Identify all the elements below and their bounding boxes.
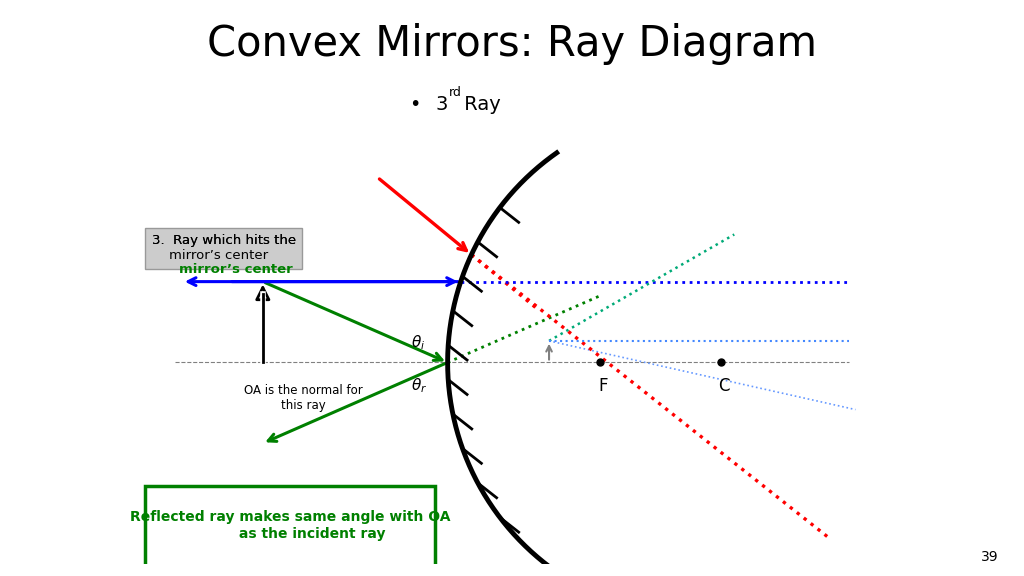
Text: Convex Mirrors: Ray Diagram: Convex Mirrors: Ray Diagram: [207, 23, 817, 65]
Text: C: C: [719, 377, 730, 395]
Text: $\theta_r$: $\theta_r$: [411, 377, 427, 395]
Text: Ray: Ray: [458, 95, 501, 114]
Text: rd: rd: [449, 86, 462, 100]
Text: OA is the normal for
this ray: OA is the normal for this ray: [244, 384, 362, 412]
Text: 3.  Ray which hits the: 3. Ray which hits the: [152, 234, 296, 263]
Text: 3: 3: [435, 95, 447, 114]
Text: Reflected ray makes same angle with OA
         as the incident ray: Reflected ray makes same angle with OA a…: [129, 510, 450, 540]
Text: F: F: [598, 377, 607, 395]
FancyBboxPatch shape: [145, 486, 434, 567]
Text: 39: 39: [981, 551, 998, 564]
Text: 3.  Ray which hits the
    mirror’s center: 3. Ray which hits the mirror’s center: [152, 234, 296, 263]
Text: $\theta_i$: $\theta_i$: [411, 334, 425, 353]
Text: mirror’s center: mirror’s center: [178, 263, 293, 276]
Text: •: •: [410, 95, 421, 114]
